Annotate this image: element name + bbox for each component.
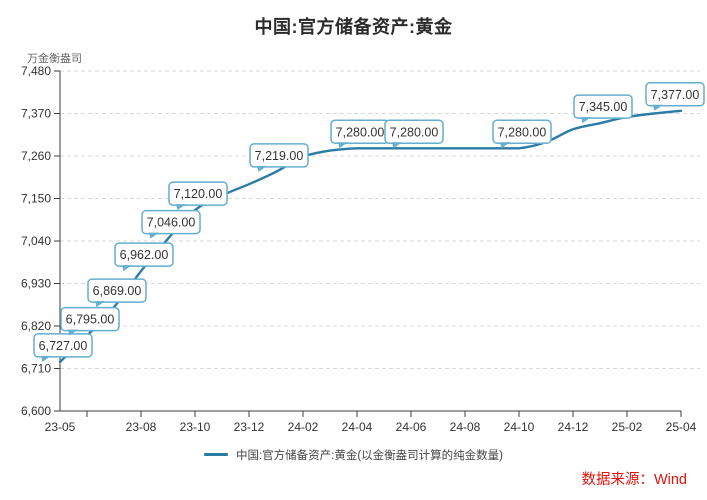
data-callout: 6,962.00 xyxy=(114,242,174,272)
data-callout-tail xyxy=(581,117,591,124)
data-callout-value: 7,219.00 xyxy=(255,149,304,163)
y-tick-label: 7,260 xyxy=(21,149,51,163)
x-tick-label: 25-04 xyxy=(666,420,697,434)
data-callout: 7,345.00 xyxy=(573,94,633,124)
data-callout-value: 6,962.00 xyxy=(120,248,169,262)
y-tick-label: 6,600 xyxy=(21,404,51,418)
data-callout-box xyxy=(60,306,120,332)
data-callout: 7,377.00 xyxy=(645,82,705,111)
data-callout-box xyxy=(384,119,444,145)
data-callout-tail xyxy=(68,329,78,336)
y-tick-label: 7,040 xyxy=(21,234,51,248)
y-tick-label: 6,820 xyxy=(21,319,51,333)
data-callout-tail xyxy=(653,104,663,111)
data-callout-tail xyxy=(338,142,348,149)
data-callout-tail xyxy=(392,142,402,149)
data-callout: 7,219.00 xyxy=(249,143,309,172)
data-callout: 7,120.00 xyxy=(168,181,228,211)
chart-title: 中国:官方储备资产:黄金 xyxy=(254,17,453,37)
data-callout-tail xyxy=(41,355,51,362)
data-callout-box xyxy=(141,209,201,235)
data-callout-box xyxy=(645,82,705,107)
data-callout-box xyxy=(168,181,228,206)
data-callout-tail xyxy=(95,301,105,308)
data-callout-value: 7,280.00 xyxy=(498,125,547,139)
data-callout: 7,280.00 xyxy=(384,119,444,149)
chart-canvas: 6,600 6,710 6,820 6,930 7,040 7,150 7,260 7,370… xyxy=(21,64,705,434)
x-tick-label: 24-10 xyxy=(504,420,535,434)
legend-label: 中国:官方储备资产:黄金(以金衡盎司计算的纯金数量) xyxy=(235,450,504,462)
data-callout-value: 6,795.00 xyxy=(66,313,115,327)
data-callout-value: 7,377.00 xyxy=(651,88,700,102)
data-callout: 6,869.00 xyxy=(87,278,147,308)
data-callout-box xyxy=(573,94,633,119)
legend: 中国:官方储备资产:黄金(以金衡盎司计算的纯金数量) xyxy=(0,447,707,463)
data-callout-tail xyxy=(257,165,267,172)
data-callout: 7,280.00 xyxy=(330,119,390,149)
x-tick-label: 24-06 xyxy=(396,420,427,434)
series-line xyxy=(58,109,683,364)
data-callout-box xyxy=(249,143,309,168)
x-tick-label: 24-12 xyxy=(558,420,589,434)
y-tick-label: 7,370 xyxy=(21,107,51,121)
x-tick-label: 24-08 xyxy=(450,420,481,434)
data-callout: 6,795.00 xyxy=(60,306,120,336)
y-tick-label: 6,710 xyxy=(21,362,51,376)
y-tick-label: 7,150 xyxy=(21,192,51,206)
data-callout-value: 7,120.00 xyxy=(174,187,223,201)
x-tick-label: 25-02 xyxy=(612,420,643,434)
x-tick-label: 23-10 xyxy=(180,420,211,434)
data-callout-value: 7,280.00 xyxy=(390,125,439,139)
data-callout-tail xyxy=(149,232,159,239)
legend-line-swatch xyxy=(203,452,228,456)
data-callout-value: 7,280.00 xyxy=(336,125,385,139)
data-callout-value: 7,345.00 xyxy=(579,100,628,114)
data-callout-box xyxy=(33,333,93,358)
data-callout-value: 7,046.00 xyxy=(147,216,196,230)
x-tick-label: 23-08 xyxy=(126,420,157,434)
data-callout-box xyxy=(87,278,147,303)
data-callout: 6,727.00 xyxy=(33,333,93,362)
x-tick-label: 23-05 xyxy=(45,420,76,434)
data-callout-box xyxy=(114,242,174,267)
x-tick-label: 24-04 xyxy=(342,420,373,434)
data-callout-value: 6,727.00 xyxy=(39,339,88,353)
data-callout-tail xyxy=(176,204,186,211)
x-tick-label: 23-12 xyxy=(234,420,265,434)
y-tick-label: 6,930 xyxy=(21,277,51,291)
data-callout-box xyxy=(492,119,552,145)
data-source-label: 数据来源：Wind xyxy=(581,472,687,488)
data-callout-value: 6,869.00 xyxy=(93,284,142,298)
y-tick-label: 7,480 xyxy=(21,64,51,78)
data-callout: 7,280.00 xyxy=(492,119,552,149)
data-callout-tail xyxy=(500,142,510,149)
x-tick-label: 24-02 xyxy=(288,420,319,434)
y-axis-unit-label: 万金衡盎司 xyxy=(27,53,82,65)
data-callout-tail xyxy=(122,265,132,272)
data-callout: 7,046.00 xyxy=(141,209,201,239)
